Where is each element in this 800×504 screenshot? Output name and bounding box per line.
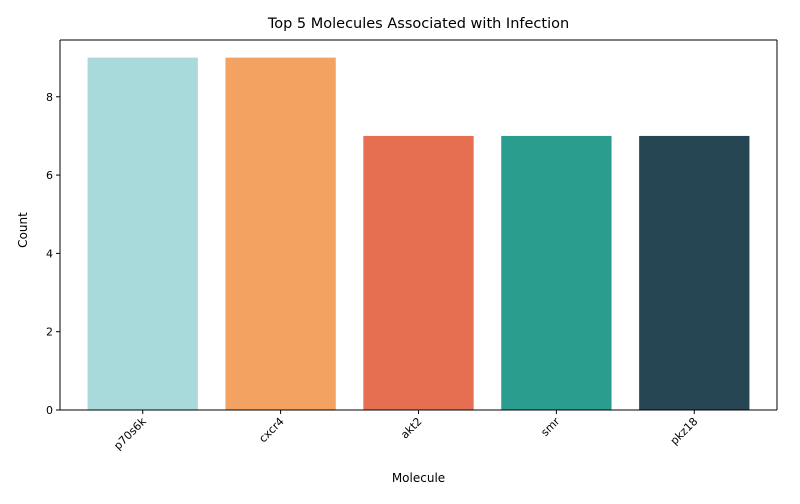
bar-pkz18 bbox=[639, 135, 750, 410]
y-tick-label: 4 bbox=[46, 247, 53, 260]
y-tick-label: 8 bbox=[46, 91, 53, 104]
bars-group bbox=[87, 57, 750, 411]
y-axis-label: Count bbox=[16, 212, 30, 248]
bar-akt2 bbox=[363, 135, 474, 410]
x-tick-label: smr bbox=[538, 415, 562, 439]
x-tick-label: cxcr4 bbox=[256, 415, 286, 445]
y-tick-label: 6 bbox=[46, 169, 53, 182]
y-tick-label: 2 bbox=[46, 326, 53, 339]
x-tick-label: pkz18 bbox=[668, 415, 701, 448]
x-tick-label: p70s6k bbox=[111, 414, 149, 452]
y-tick-label: 0 bbox=[46, 404, 53, 417]
bar-cxcr4 bbox=[225, 57, 336, 411]
bar-p70s6k bbox=[87, 57, 198, 411]
x-axis-label: Molecule bbox=[392, 471, 445, 485]
chart-title: Top 5 Molecules Associated with Infectio… bbox=[267, 16, 569, 32]
bar-smr bbox=[501, 135, 612, 410]
x-tick-label: akt2 bbox=[398, 415, 424, 441]
